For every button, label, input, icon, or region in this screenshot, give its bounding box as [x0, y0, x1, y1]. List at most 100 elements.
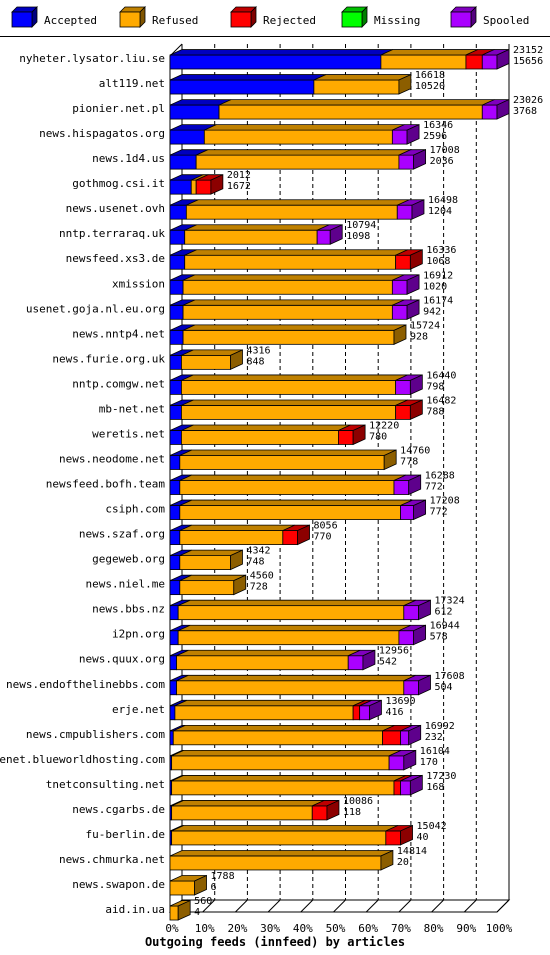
- bar-segment-accepted: [169, 304, 184, 320]
- x-tick-label: 60%: [358, 922, 378, 935]
- bar-segment-side: [194, 874, 207, 896]
- data-label-total: 16336: [426, 245, 456, 256]
- bar-segment-accepted: [169, 605, 179, 621]
- data-label-accepted: 728: [250, 582, 268, 593]
- bar-segment-refused: [171, 755, 390, 771]
- tick-mark: [398, 899, 412, 913]
- data-label-accepted: 10520: [415, 81, 445, 92]
- bar-segment-accepted: [169, 580, 181, 596]
- bar-segment-side: [409, 399, 423, 421]
- data-label-accepted: 1068: [426, 256, 450, 267]
- bar-segment-spooled: [400, 505, 415, 520]
- category-label: nntp.comgw.net: [72, 377, 165, 390]
- category-label: csiph.com: [105, 503, 165, 516]
- tick-mark: [431, 899, 444, 913]
- data-label-accepted: 170: [420, 757, 438, 768]
- category-label: nntp.terraraq.uk: [59, 227, 165, 240]
- bar-segment-spooled: [359, 705, 370, 721]
- bar-segment-top: [174, 699, 366, 707]
- bar-segment-spooled: [481, 54, 498, 70]
- data-label-accepted: 232: [425, 732, 443, 743]
- bar-segment-spooled: [388, 755, 405, 771]
- x-tick-label: 70%: [391, 922, 411, 935]
- data-label-accepted: 542: [379, 657, 397, 668]
- bar-segment-side: [496, 98, 510, 120]
- category-label: news.cgarbs.de: [72, 803, 165, 816]
- bar-segment-refused: [203, 129, 393, 145]
- bar-segment-rejected: [395, 405, 411, 420]
- data-label-total: 4316: [246, 345, 270, 356]
- data-label-total: 16440: [426, 370, 456, 381]
- bar-segment-accepted: [169, 530, 181, 545]
- bar-segment-top: [182, 299, 405, 306]
- data-label-total: 16912: [423, 270, 453, 281]
- bar-segment-top: [184, 249, 408, 256]
- bar-segment-rejected: [395, 254, 411, 270]
- bar-segment-side: [230, 549, 243, 571]
- bar-segment-spooled: [395, 379, 411, 395]
- bar-segment-top: [218, 99, 495, 106]
- tick-mark: [202, 899, 216, 913]
- bar-segment-accepted: [169, 229, 186, 245]
- bar-segment-top: [181, 374, 408, 381]
- data-label-total: 16618: [415, 70, 445, 81]
- data-label-total: 16104: [420, 746, 450, 757]
- bar-segment-spooled: [391, 129, 408, 145]
- bar-segment-top: [179, 449, 397, 456]
- legend-swatch: [119, 11, 141, 28]
- bar-segment-side: [409, 374, 423, 396]
- data-label-accepted: 504: [435, 682, 453, 693]
- legend-swatch: [11, 11, 33, 28]
- data-label-accepted: 788: [426, 406, 444, 417]
- bar-segment-refused: [179, 505, 401, 520]
- bar-segment-side: [369, 699, 382, 721]
- bar-segment-refused: [174, 705, 354, 721]
- bar-segment-top: [178, 599, 416, 607]
- data-label-total: 16992: [425, 721, 455, 732]
- bar-segment-top: [195, 149, 412, 156]
- bar-segment-top: [178, 624, 412, 632]
- data-label-total: 23152: [513, 45, 543, 56]
- data-label-total: 12220: [369, 420, 399, 431]
- legend: Accepted Refused Rejected Missing Spooled: [0, 6, 550, 37]
- legend-label: Missing: [374, 14, 420, 27]
- bar-segment-side: [233, 574, 247, 596]
- category-label: news.chmurka.net: [59, 853, 165, 866]
- category-label: news.hispagatos.org: [39, 127, 165, 140]
- data-label-accepted: 1672: [227, 181, 251, 192]
- bar-segment-refused: [380, 54, 467, 70]
- bar-segment-refused: [182, 279, 393, 295]
- bar-segment-top: [171, 749, 402, 757]
- bar-segment-refused: [181, 354, 231, 370]
- bar-segment-refused: [172, 730, 383, 746]
- legend-swatch: [450, 11, 472, 28]
- bar-segment-refused: [184, 229, 318, 245]
- data-label-accepted: 770: [314, 532, 332, 543]
- bar-segment-refused: [190, 179, 197, 195]
- data-label-total: 4560: [250, 571, 274, 582]
- tick-mark: [463, 899, 477, 913]
- category-label: usenet.blueworldhosting.com: [0, 753, 165, 766]
- bar-segment-side: [413, 624, 427, 646]
- data-label-total: 2012: [227, 170, 251, 181]
- bar-segment-spooled: [400, 780, 411, 796]
- category-label: alt119.net: [99, 77, 165, 90]
- bar-segment-spooled: [391, 279, 408, 295]
- bar-segment-rejected: [382, 730, 401, 746]
- bar-segment-refused: [184, 254, 397, 270]
- data-label-total: 13690: [385, 696, 415, 707]
- data-label-total: 14760: [400, 445, 430, 456]
- bar-segment-side: [411, 199, 425, 220]
- bar-segment-rejected: [385, 830, 401, 846]
- bar-segment-side: [230, 349, 243, 370]
- bar-segment-side: [496, 48, 510, 70]
- data-label-total: 10086: [343, 796, 373, 807]
